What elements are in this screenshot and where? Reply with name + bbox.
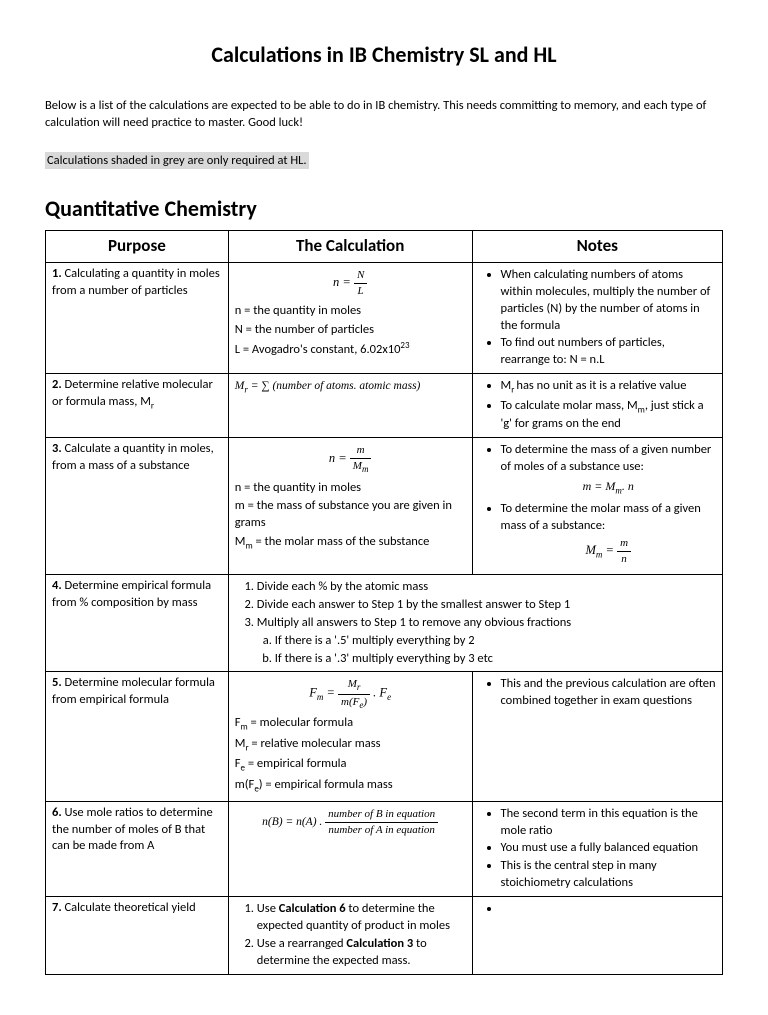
hl-note: Calculations shaded in grey are only req… bbox=[45, 152, 309, 169]
note-item: This is the central step in many stoichi… bbox=[501, 858, 717, 892]
table-header-row: Purpose The Calculation Notes bbox=[46, 231, 723, 263]
table-row: 7. Calculate theoretical yield Use Calcu… bbox=[46, 897, 723, 975]
formula: n = mMm bbox=[235, 443, 466, 475]
purpose-text: Calculate theoretical yield bbox=[62, 900, 196, 915]
intro-text: Below is a list of the calculations are … bbox=[45, 98, 723, 132]
row-num: 5. bbox=[52, 675, 62, 690]
purpose-text: Use mole ratios to determine the number … bbox=[52, 805, 213, 854]
step: Divide each answer to Step 1 by the smal… bbox=[257, 597, 716, 614]
purpose-text: Calculate a quantity in moles, from a ma… bbox=[52, 441, 214, 473]
substep: If there is a '.5' multiply everything b… bbox=[275, 633, 716, 650]
step: Multiply all answers to Step 1 to remove… bbox=[257, 615, 716, 632]
purpose-text: Determine relative molecular or formula … bbox=[52, 377, 213, 409]
table-row: 2. Determine relative molecular or formu… bbox=[46, 374, 723, 438]
note-item: The second term in this equation is the … bbox=[501, 806, 717, 840]
step: Use a rearranged Calculation 3 to determ… bbox=[257, 936, 466, 970]
def: m(Fe) = empirical formula mass bbox=[235, 777, 466, 796]
def: n = the quantity in moles bbox=[235, 303, 466, 320]
note-item: Mr has no unit as it is a relative value bbox=[501, 378, 717, 397]
note-item: To find out numbers of particles, rearra… bbox=[501, 335, 717, 369]
row-num: 6. bbox=[52, 805, 62, 820]
def: N = the number of particles bbox=[235, 322, 466, 339]
step: Use Calculation 6 to determine the expec… bbox=[257, 901, 466, 935]
col-purpose: Purpose bbox=[46, 231, 229, 263]
table-row: 5. Determine molecular formula from empi… bbox=[46, 672, 723, 801]
table-row: 1. Calculating a quantity in moles from … bbox=[46, 262, 723, 373]
def: Mr = relative molecular mass bbox=[235, 736, 466, 755]
purpose-text: Calculating a quantity in moles from a n… bbox=[52, 266, 220, 298]
row-num: 1. bbox=[52, 266, 62, 281]
col-notes: Notes bbox=[472, 231, 723, 263]
note-item bbox=[501, 901, 717, 918]
table-row: 3. Calculate a quantity in moles, from a… bbox=[46, 438, 723, 575]
table-row: 4. Determine empirical formula from % co… bbox=[46, 575, 723, 672]
def: Mm = the molar mass of the substance bbox=[235, 534, 466, 553]
page-title: Calculations in IB Chemistry SL and HL bbox=[45, 40, 723, 70]
formula: Mr = ∑ (number of atoms. atomic mass) bbox=[235, 379, 466, 395]
step: Divide each % by the atomic mass bbox=[257, 579, 716, 596]
note-item: You must use a fully balanced equation bbox=[501, 840, 717, 857]
note-item: To determine the mass of a given number … bbox=[501, 442, 717, 496]
formula: n = NL bbox=[235, 268, 466, 299]
formula: Fm = Mrm(Fe) . Fe bbox=[235, 677, 466, 711]
col-calc: The Calculation bbox=[228, 231, 472, 263]
def: n = the quantity in moles bbox=[235, 480, 466, 497]
formula: n(B) = n(A) . number of B in equationnum… bbox=[235, 807, 466, 838]
table-row: 6. Use mole ratios to determine the numb… bbox=[46, 801, 723, 896]
def: Fm = molecular formula bbox=[235, 715, 466, 734]
purpose-text: Determine empirical formula from % compo… bbox=[52, 578, 211, 610]
def: L = Avogadro's constant, 6.02x1023 bbox=[235, 340, 466, 359]
purpose-text: Determine molecular formula from empiric… bbox=[52, 675, 215, 707]
note-item: When calculating numbers of atoms within… bbox=[501, 267, 717, 335]
section-heading: Quantitative Chemistry bbox=[45, 194, 723, 224]
note-item: To determine the molar mass of a given m… bbox=[501, 501, 717, 567]
row-num: 7. bbox=[52, 900, 62, 915]
row-num: 3. bbox=[52, 441, 62, 456]
row-num: 4. bbox=[52, 578, 62, 593]
note-item: To calculate molar mass, Mm, just stick … bbox=[501, 398, 717, 434]
calculations-table: Purpose The Calculation Notes 1. Calcula… bbox=[45, 230, 723, 975]
note-item: This and the previous calculation are of… bbox=[501, 676, 717, 710]
substep: If there is a '.3' multiply everything b… bbox=[275, 651, 716, 668]
def: Fe = empirical formula bbox=[235, 756, 466, 775]
row-num: 2. bbox=[52, 377, 62, 392]
def: m = the mass of substance you are given … bbox=[235, 498, 466, 532]
